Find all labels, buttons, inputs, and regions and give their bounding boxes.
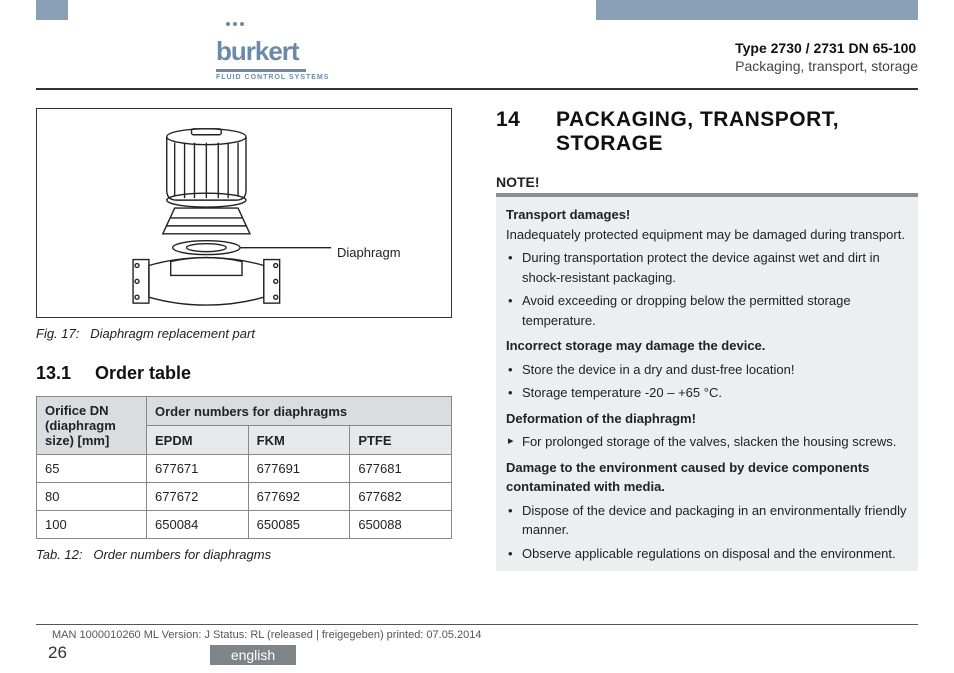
logo-underline	[216, 69, 306, 72]
section-heading: 14 PACKAGING, TRANSPORT, STORAGE	[496, 108, 918, 156]
figure-diaphragm: Diaphragm	[36, 108, 452, 318]
language-tab: english	[210, 645, 296, 665]
table-row: 65 677671 677691 677681	[37, 455, 452, 483]
subsection-number: 13.1	[36, 363, 90, 384]
subsection-heading: 13.1 Order table	[36, 363, 466, 384]
table-caption-text: Order numbers for diaphragms	[93, 547, 271, 562]
cell-fkm: 677692	[248, 483, 350, 511]
note-bullet: Observe applicable regulations on dispos…	[506, 544, 908, 564]
left-column: Diaphragm Fig. 17: Diaphragm replacement…	[36, 108, 466, 562]
diaphragm-valve-illustration	[37, 109, 451, 317]
header-right-block: Type 2730 / 2731 DN 65-100 Packaging, tr…	[735, 40, 918, 74]
table-header-orifice: Orifice DN (diaphragm size) [mm]	[37, 397, 147, 455]
note-bullet: Avoid exceeding or dropping below the pe…	[506, 291, 908, 330]
th-line1: Orifice DN	[45, 403, 109, 418]
page-header: burkert FLUID CONTROL SYSTEMS Type 2730 …	[36, 28, 918, 84]
section-title-text: PACKAGING, TRANSPORT, STORAGE	[556, 108, 918, 156]
table-header-epdm: EPDM	[147, 426, 249, 455]
note-text: Inadequately protected equipment may be …	[506, 225, 908, 245]
table-caption: Tab. 12: Order numbers for diaphragms	[36, 547, 466, 562]
table-row: 100 650084 650085 650088	[37, 511, 452, 539]
section-breadcrumb: Packaging, transport, storage	[735, 58, 918, 74]
brand-logo: burkert FLUID CONTROL SYSTEMS	[216, 36, 329, 81]
figure-callout-label: Diaphragm	[337, 245, 401, 260]
product-type: Type 2730 / 2731 DN 65-100	[735, 40, 918, 56]
cell-fkm: 677691	[248, 455, 350, 483]
cell-ptfe: 677681	[350, 455, 452, 483]
logo-tagline: FLUID CONTROL SYSTEMS	[216, 74, 329, 81]
note-heading: Transport damages!	[506, 205, 908, 225]
cell-ptfe: 650088	[350, 511, 452, 539]
note-bullet: Store the device in a dry and dust-free …	[506, 360, 908, 380]
cell-dn: 80	[37, 483, 147, 511]
note-heading: Deformation of the diaphragm!	[506, 409, 908, 429]
cell-epdm: 677672	[147, 483, 249, 511]
cell-epdm: 650084	[147, 511, 249, 539]
order-table: Orifice DN (diaphragm size) [mm] Order n…	[36, 396, 452, 539]
table-header-fkm: FKM	[248, 426, 350, 455]
note-heading: Damage to the environment caused by devi…	[506, 458, 908, 497]
note-bullet: Storage temperature -20 – +65 °C.	[506, 383, 908, 403]
cell-fkm: 650085	[248, 511, 350, 539]
right-column: 14 PACKAGING, TRANSPORT, STORAGE NOTE! T…	[496, 108, 918, 571]
cell-ptfe: 677682	[350, 483, 452, 511]
header-divider	[36, 88, 918, 90]
cell-dn: 65	[37, 455, 147, 483]
note-bullet-arrow: For prolonged storage of the valves, sla…	[506, 432, 908, 452]
th-line3: size) [mm]	[45, 433, 109, 448]
note-box: Transport damages! Inadequately protecte…	[496, 197, 918, 571]
page-number: 26	[48, 643, 67, 663]
section-number: 14	[496, 108, 556, 156]
subsection-title-text: Order table	[95, 363, 191, 383]
top-accent-bar-left	[36, 0, 68, 20]
figure-caption: Fig. 17: Diaphragm replacement part	[36, 326, 466, 341]
figure-caption-prefix: Fig. 17:	[36, 326, 79, 341]
table-header-group: Order numbers for diaphragms	[147, 397, 452, 426]
footer-divider	[36, 624, 918, 625]
top-accent-bar-right	[596, 0, 918, 20]
cell-dn: 100	[37, 511, 147, 539]
table-row: 80 677672 677692 677682	[37, 483, 452, 511]
note-bullet: Dispose of the device and packaging in a…	[506, 501, 908, 540]
footer-metadata: MAN 1000010260 ML Version: J Status: RL …	[52, 629, 481, 641]
note-heading: Incorrect storage may damage the device.	[506, 336, 908, 356]
cell-epdm: 677671	[147, 455, 249, 483]
logo-dots-icon	[226, 22, 244, 26]
note-bullet: During transportation protect the device…	[506, 248, 908, 287]
note-label: NOTE!	[496, 174, 918, 190]
th-line2: (diaphragm	[45, 418, 116, 433]
table-header-ptfe: PTFE	[350, 426, 452, 455]
figure-caption-text: Diaphragm replacement part	[90, 326, 255, 341]
logo-text: burkert	[216, 36, 329, 67]
table-caption-prefix: Tab. 12:	[36, 547, 83, 562]
